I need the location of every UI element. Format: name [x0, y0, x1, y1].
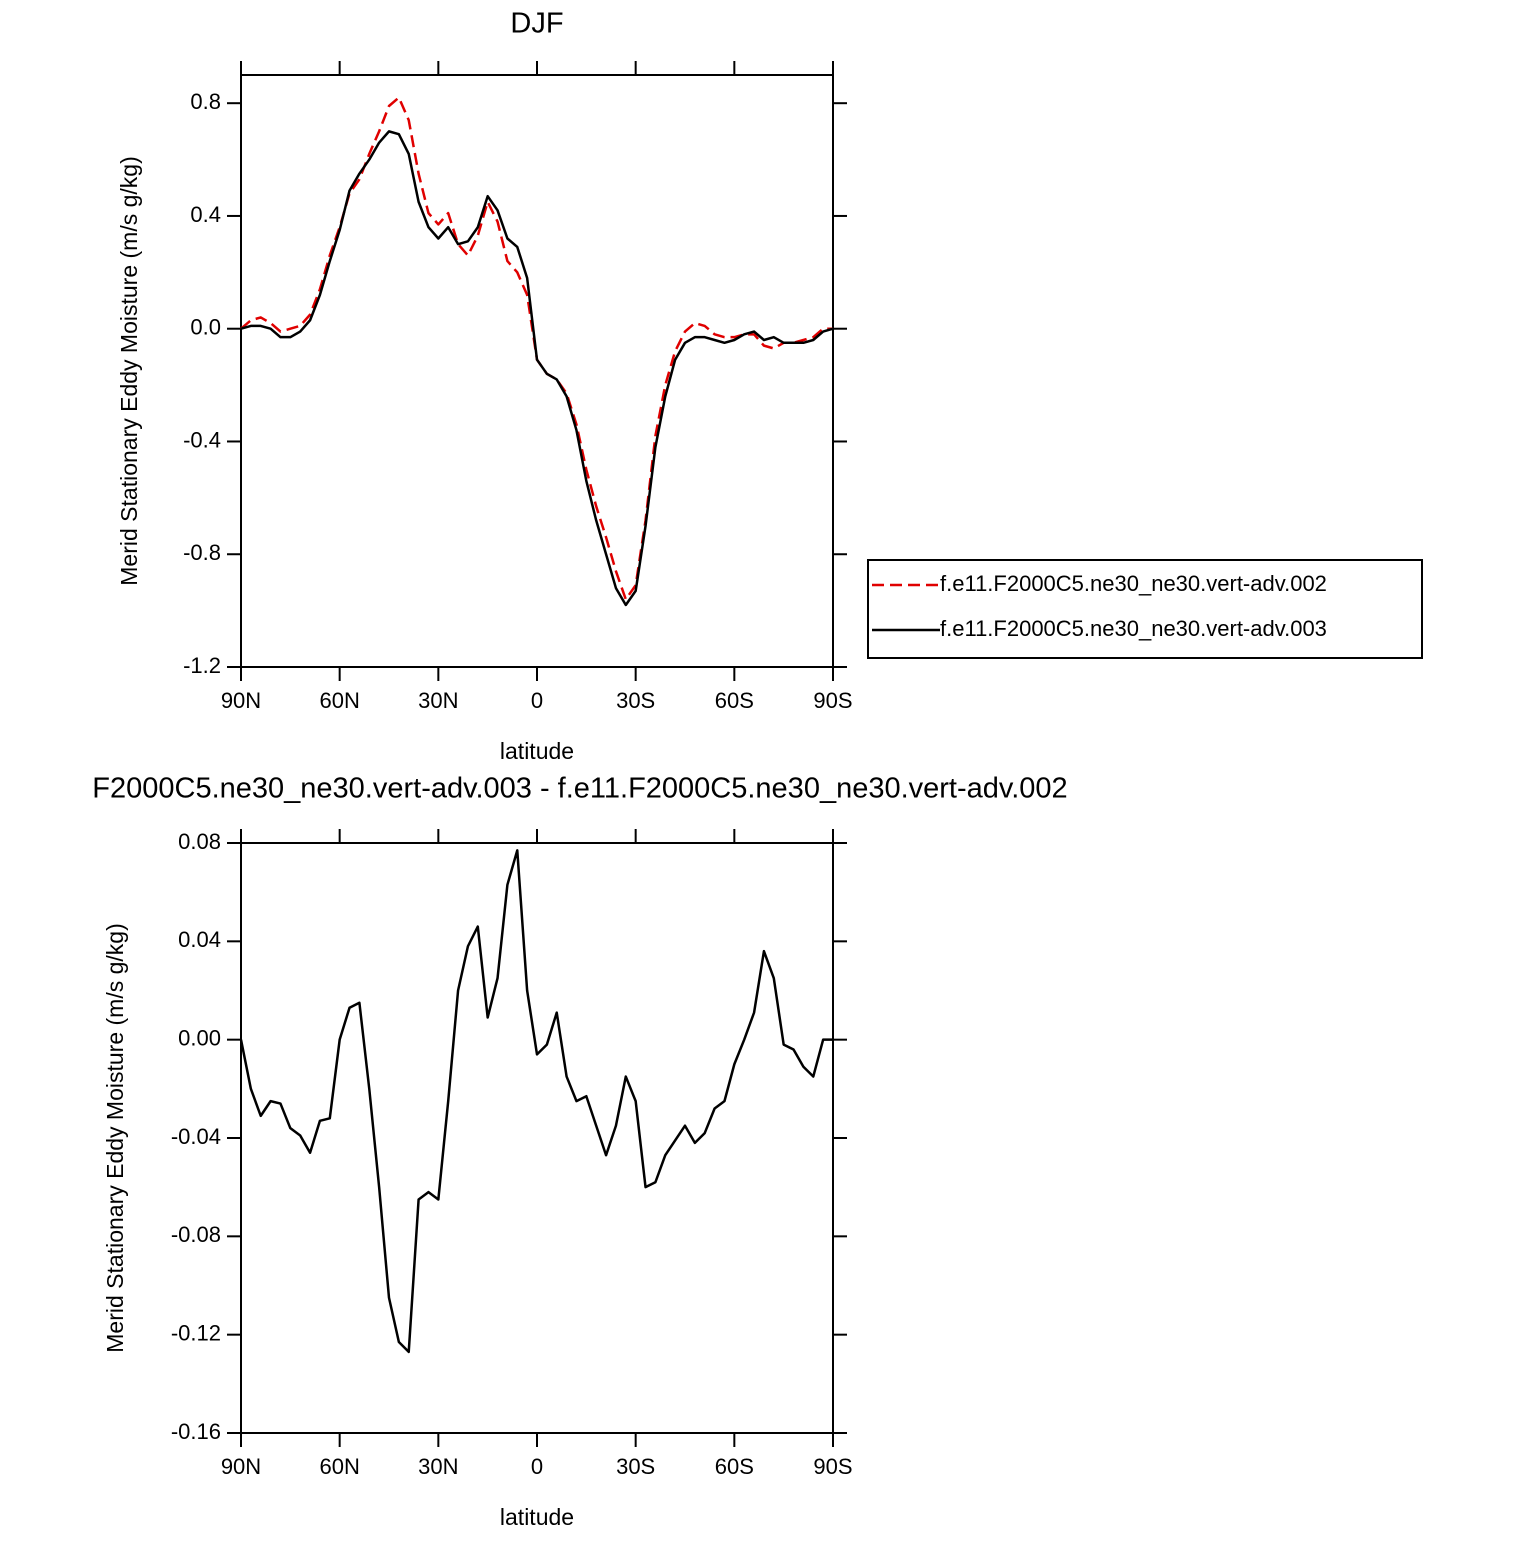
- x-axis-label: latitude: [500, 1504, 574, 1530]
- x-tick-label: 60N: [319, 688, 359, 713]
- y-tick-label: -0.04: [171, 1124, 221, 1149]
- y-tick-label: -0.16: [171, 1419, 221, 1444]
- x-axis-label: latitude: [500, 738, 574, 764]
- x-tick-label: 30S: [616, 688, 655, 713]
- y-tick-label: 0.4: [190, 202, 221, 227]
- x-tick-label: 30N: [418, 688, 458, 713]
- legend-label: f.e11.F2000C5.ne30_ne30.vert-adv.002: [940, 571, 1327, 596]
- y-tick-label: -1.2: [183, 653, 221, 678]
- x-tick-label: 0: [531, 688, 543, 713]
- series-line: [240, 130, 834, 607]
- y-tick-label: 0.0: [190, 315, 221, 340]
- y-tick-label: 0.08: [178, 829, 221, 854]
- chart-title: DJF: [510, 8, 563, 40]
- y-tick-label: 0.00: [178, 1025, 221, 1050]
- x-tick-label: 90S: [813, 688, 852, 713]
- legend-label: f.e11.F2000C5.ne30_ne30.vert-adv.003: [940, 616, 1327, 641]
- y-tick-label: 0.04: [178, 927, 221, 952]
- x-tick-label: 60S: [715, 688, 754, 713]
- x-tick-label: 90N: [221, 688, 261, 713]
- y-tick-label: -0.12: [171, 1320, 221, 1345]
- chart-title: F2000C5.ne30_ne30.vert-adv.003 - f.e11.F…: [92, 773, 1067, 805]
- y-axis-label: Merid Stationary Eddy Moisture (m/s g/kg…: [102, 923, 128, 1352]
- plot-frame: [240, 842, 834, 1434]
- y-tick-label: 0.8: [190, 89, 221, 114]
- y-axis-label: Merid Stationary Eddy Moisture (m/s g/kg…: [116, 156, 142, 585]
- x-tick-label: 90S: [813, 1454, 852, 1479]
- y-tick-label: -0.4: [183, 427, 221, 452]
- y-tick-label: -0.08: [171, 1222, 221, 1247]
- legend-box: [867, 559, 1423, 659]
- x-tick-label: 30S: [616, 1454, 655, 1479]
- x-tick-label: 0: [531, 1454, 543, 1479]
- x-tick-label: 90N: [221, 1454, 261, 1479]
- x-tick-label: 30N: [418, 1454, 458, 1479]
- x-tick-label: 60N: [319, 1454, 359, 1479]
- y-tick-label: -0.8: [183, 540, 221, 565]
- x-tick-label: 60S: [715, 1454, 754, 1479]
- series-line: [239, 849, 833, 1354]
- plot-frame: [240, 74, 834, 668]
- series-line: [240, 96, 833, 601]
